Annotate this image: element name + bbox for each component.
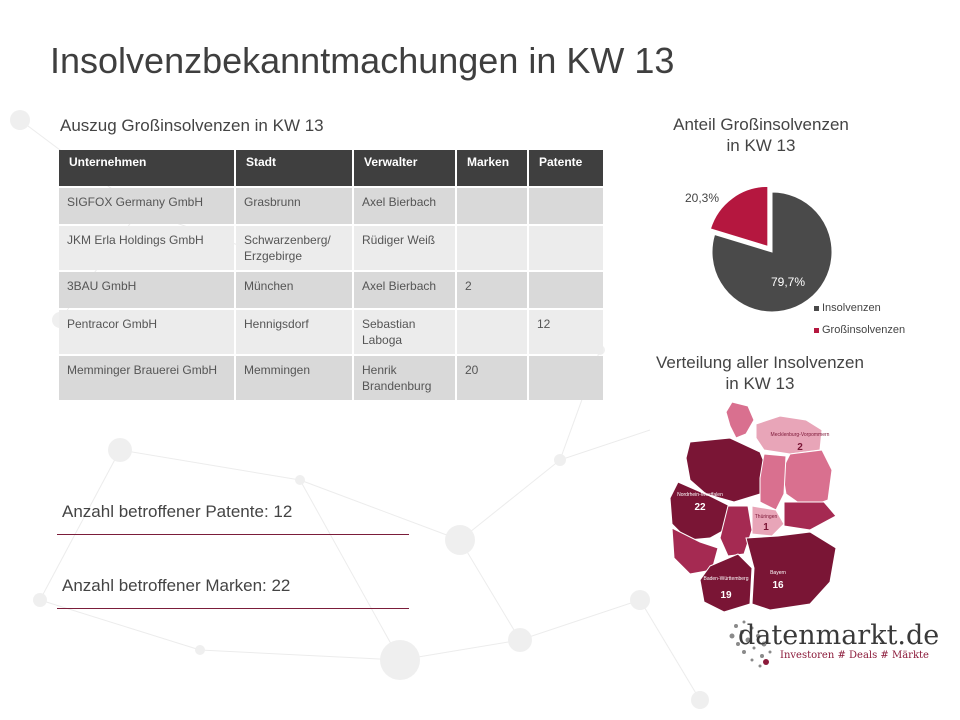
table-cell: SIGFOX Germany GmbH [59, 188, 234, 224]
page-title: Insolvenzbekanntmachungen in KW 13 [50, 40, 675, 81]
legend-swatch [814, 327, 819, 333]
insolvency-table: Unternehmen Stadt Verwalter Marken Paten… [57, 148, 605, 402]
region-brandenburg [781, 449, 833, 509]
map-region-label: Nordrhein-Westfalen [677, 492, 723, 498]
pie-chart: 79,7% 20,3% [685, 185, 833, 313]
pie-chart-title: Anteil Großinsolvenzen in KW 13 [673, 115, 849, 155]
table-cell: Hennigsdorf [236, 310, 352, 354]
map-region-value: 2 [797, 442, 803, 453]
table-cell [529, 188, 603, 224]
pie-value-label: 79,7% [771, 275, 805, 289]
table-cell [529, 226, 603, 270]
table-cell: Memmingen [236, 356, 352, 400]
column-header: Marken [457, 150, 527, 186]
legend-item-gross: Großinsolvenzen [814, 324, 905, 336]
map-region-label: Bayern [770, 570, 786, 576]
map-region-label: Mecklenburg-Vorpommern [771, 432, 830, 438]
region-baden-wuerttemberg [699, 553, 753, 613]
table-cell [457, 226, 527, 270]
table-cell: 20 [457, 356, 527, 400]
region-nordrhein-westfalen [669, 481, 731, 541]
map-region-value: 19 [720, 590, 732, 601]
table-cell: Henrik Brandenburg [354, 356, 455, 400]
logo-tagline: Investoren # Deals # Märkte [780, 650, 929, 661]
table-row: 3BAU GmbH München Axel Bierbach 2 [59, 272, 603, 308]
logo-dots-icon [729, 620, 772, 668]
region-thueringen [751, 505, 785, 537]
table-header-row: Unternehmen Stadt Verwalter Marken Paten… [59, 150, 603, 186]
table-cell: Sebastian Laboga [354, 310, 455, 354]
table-cell: München [236, 272, 352, 308]
map-title: Verteilung aller Insolvenzen in KW 13 [656, 353, 864, 393]
map-region-value: 16 [772, 580, 784, 591]
table-cell: 2 [457, 272, 527, 308]
table-cell [457, 310, 527, 354]
table-cell: 3BAU GmbH [59, 272, 234, 308]
table-row: JKM Erla Holdings GmbH Schwarzenberg/ Er… [59, 226, 603, 270]
table-cell [529, 272, 603, 308]
table-cell: Rüdiger Weiß [354, 226, 455, 270]
table-cell: Axel Bierbach [354, 188, 455, 224]
patents-count: Anzahl betroffener Patente: 12 [62, 502, 293, 521]
marks-count: Anzahl betroffener Marken: 22 [62, 576, 291, 595]
table-cell: Schwarzenberg/ Erzgebirge [236, 226, 352, 270]
table-row: Memminger Brauerei GmbH Memmingen Henrik… [59, 356, 603, 400]
region-sachsen [783, 501, 837, 531]
column-header: Verwalter [354, 150, 455, 186]
legend-item-insolvenzen: Insolvenzen [814, 302, 881, 314]
pie-value-label: 20,3% [685, 191, 719, 205]
table-cell [457, 188, 527, 224]
table-title: Auszug Großinsolvenzen in KW 13 [60, 116, 324, 135]
region-hessen [719, 505, 753, 557]
map-region-label: Thüringen [755, 514, 778, 520]
table-cell: Memminger Brauerei GmbH [59, 356, 234, 400]
table-cell: 12 [529, 310, 603, 354]
table-row: SIGFOX Germany GmbH Grasbrunn Axel Bierb… [59, 188, 603, 224]
region-bayern [745, 531, 837, 611]
region-niedersachsen [685, 437, 769, 503]
divider [57, 534, 409, 535]
table-cell: Grasbrunn [236, 188, 352, 224]
map-region-value: 1 [763, 522, 769, 533]
table-cell [529, 356, 603, 400]
germany-map: Mecklenburg-Vorpommern 2 Nordrhein-Westf… [669, 401, 837, 613]
map-region-label: Baden-Württemberg [703, 576, 748, 582]
map-region-value: 22 [694, 502, 706, 513]
table-cell: JKM Erla Holdings GmbH [59, 226, 234, 270]
table-cell: Axel Bierbach [354, 272, 455, 308]
logo-name: datenmarkt.de [738, 620, 940, 651]
column-header: Unternehmen [59, 150, 234, 186]
column-header: Patente [529, 150, 603, 186]
divider [57, 608, 409, 609]
pie-slice-insolvenzen [711, 191, 833, 313]
table-row: Pentracor GmbH Hennigsdorf Sebastian Lab… [59, 310, 603, 354]
column-header: Stadt [236, 150, 352, 186]
region-sachsen-anhalt [759, 453, 787, 511]
legend-swatch [814, 305, 819, 311]
pie-slice-grossinsolvenzen [709, 185, 769, 248]
table-cell: Pentracor GmbH [59, 310, 234, 354]
region-schleswig-holstein [725, 401, 755, 439]
